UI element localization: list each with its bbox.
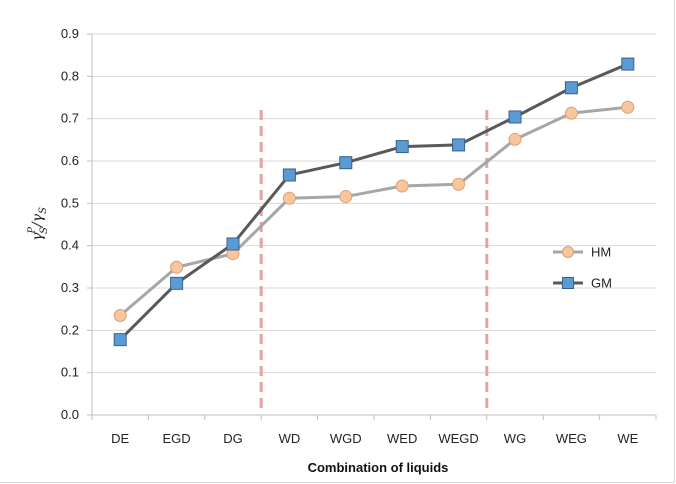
x-tick-label: EGD — [163, 431, 191, 446]
series-layer — [113, 57, 635, 347]
y-tick-label: 0.6 — [61, 153, 79, 168]
x-tick-label: WED — [387, 431, 417, 446]
x-tick-label: WE — [617, 431, 638, 446]
legend: HM GM — [553, 245, 612, 291]
y-tick-label: 0.2 — [61, 322, 79, 337]
series-line-hm — [119, 105, 628, 317]
y-tick-label: 0.0 — [61, 407, 79, 422]
point-gm — [508, 110, 522, 124]
point-hm — [282, 191, 296, 205]
point-gm — [113, 333, 127, 347]
point-hm — [170, 260, 184, 274]
y-tick-labels: 0.0 0.1 0.2 0.3 0.4 0.5 0.6 0.7 0.8 0.9 — [61, 26, 79, 422]
point-gm — [226, 237, 240, 251]
y-axis-label: γPS/γS — [27, 207, 50, 241]
point-hm — [564, 106, 578, 120]
y-tick-label: 0.5 — [61, 195, 79, 210]
point-hm — [508, 132, 522, 146]
point-hm — [452, 177, 466, 191]
x-axis-label: Combination of liquids — [308, 460, 449, 475]
point-hm — [113, 309, 127, 323]
y-tick-label: 0.7 — [61, 111, 79, 126]
x-tick-labels: DE EGD DG WD WGD WED WEGD WG WEG WE — [111, 431, 638, 446]
x-tick-label: WGD — [330, 431, 362, 446]
point-gm — [564, 81, 578, 95]
x-tick-label: DG — [223, 431, 243, 446]
x-tick-label: WG — [504, 431, 526, 446]
y-tick-label: 0.3 — [61, 280, 79, 295]
y-tick-label: 0.4 — [61, 238, 79, 253]
series-line-gm — [119, 62, 629, 341]
legend-marker-hm — [562, 246, 574, 258]
point-gm — [170, 276, 184, 290]
legend-marker-gm — [562, 277, 574, 289]
axes — [87, 33, 657, 420]
x-tick-label: WD — [279, 431, 301, 446]
point-gm — [282, 168, 296, 182]
point-gm — [395, 140, 409, 154]
point-hm — [621, 100, 635, 114]
legend-label-hm: HM — [591, 245, 611, 260]
separator-lines — [259, 110, 489, 409]
point-gm — [621, 57, 635, 71]
y-tick-label: 0.8 — [61, 68, 79, 83]
y-tick-label: 0.1 — [61, 365, 79, 380]
x-tick-label: WEG — [556, 431, 587, 446]
x-tick-label: DE — [111, 431, 129, 446]
point-hm — [339, 190, 353, 204]
point-gm — [339, 156, 353, 170]
x-tick-label: WEGD — [438, 431, 478, 446]
y-tick-label: 0.9 — [61, 26, 79, 41]
point-gm — [452, 138, 466, 152]
grid-lines — [92, 33, 656, 374]
point-hm — [395, 179, 409, 193]
legend-label-gm: GM — [591, 276, 612, 291]
